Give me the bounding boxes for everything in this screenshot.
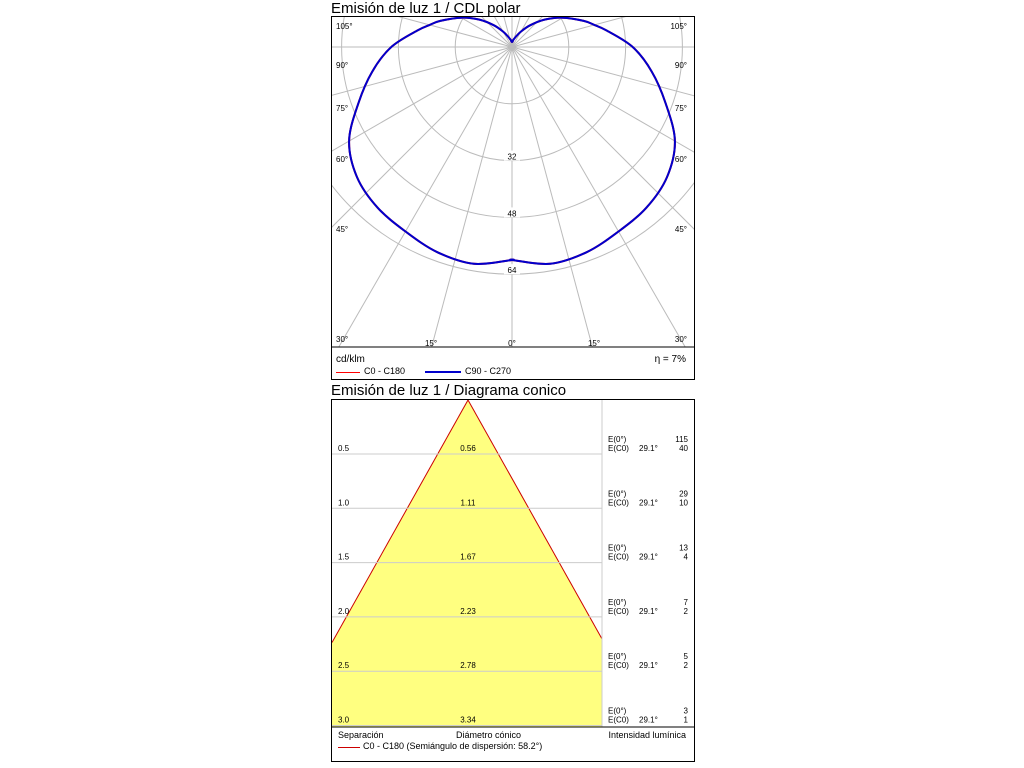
polar-grid-ray bbox=[511, 46, 694, 230]
cone-e0-value: 115 bbox=[675, 435, 688, 444]
polar-radial-label-bg bbox=[504, 207, 520, 218]
cone-angle-value: 29.1° bbox=[639, 607, 658, 616]
polar-radial-label: 48 bbox=[508, 209, 517, 218]
polar-angle-label-left: 90° bbox=[336, 61, 348, 70]
legend-c0-c180-label: C0 - C180 bbox=[364, 366, 406, 376]
cone-ec0-label: E(C0) bbox=[608, 607, 629, 616]
polar-radial-label-bg bbox=[504, 264, 520, 275]
polar-angle-label-left: 75° bbox=[336, 104, 348, 113]
cone-e0-label: E(0°) bbox=[608, 489, 627, 498]
polar-angle-label-left: 60° bbox=[336, 155, 348, 164]
polar-angle-label-right: 60° bbox=[675, 155, 687, 164]
cone-chart-panel: 0.5 0.56 E(0°) E(C0) 29.1° 115 40 1.0 1.11 E(0°) E… bbox=[331, 399, 695, 762]
polar-angle-label-bottom: 15° bbox=[425, 339, 437, 348]
cone-diameter-value: 3.34 bbox=[460, 716, 476, 725]
cone-ec0-value: 2 bbox=[684, 661, 689, 670]
polar-grid-ray bbox=[511, 17, 626, 48]
cone-e0-value: 29 bbox=[679, 489, 688, 498]
cone-ec0-label: E(C0) bbox=[608, 661, 629, 670]
polar-angle-label-right: 45° bbox=[675, 225, 687, 234]
cone-edge-right bbox=[467, 400, 603, 640]
polar-chart-panel: 32 48 64 105° 90° 75° 60° 45° 30° 105° 90° 75° 60° 45… bbox=[331, 16, 695, 380]
legend-c90-c270-label: C90 - C270 bbox=[465, 366, 512, 376]
cone-separation-value: 2.5 bbox=[338, 661, 350, 670]
cone-ec0-label: E(C0) bbox=[608, 553, 629, 562]
cone-col-diameter: Diámetro cónico bbox=[456, 730, 522, 740]
cone-diameter-value: 0.56 bbox=[460, 444, 476, 453]
cone-separation-value: 3.0 bbox=[338, 716, 350, 725]
polar-grid-ray bbox=[511, 46, 686, 347]
polar-grid-ray bbox=[511, 46, 694, 97]
cone-chart-title: Emisión de luz 1 / Diagrama conico bbox=[331, 382, 567, 399]
cone-ec0-value: 2 bbox=[684, 607, 689, 616]
cone-e0-value: 5 bbox=[684, 652, 689, 661]
cone-ec0-value: 10 bbox=[679, 498, 688, 507]
polar-grid bbox=[332, 17, 694, 347]
cone-angle-value: 29.1° bbox=[639, 498, 658, 507]
cone-ec0-value: 40 bbox=[679, 444, 688, 453]
polar-grid-ray bbox=[431, 46, 513, 347]
cone-separation-value: 0.5 bbox=[338, 444, 350, 453]
cone-ec0-label: E(C0) bbox=[608, 716, 629, 725]
polar-grid-ray bbox=[332, 46, 513, 152]
polar-angle-label-left: 105° bbox=[336, 22, 353, 31]
cone-e0-label: E(0°) bbox=[608, 707, 627, 716]
cone-e0-label: E(0°) bbox=[608, 544, 627, 553]
polar-chart-title: Emisión de luz 1 / CDL polar bbox=[331, 0, 521, 17]
polar-angle-label-bottom: 0° bbox=[508, 339, 516, 348]
cone-e0-label: E(0°) bbox=[608, 652, 627, 661]
polar-grid-ray bbox=[332, 46, 513, 96]
cone-angle-value: 29.1° bbox=[639, 716, 658, 725]
polar-angle-label-right: 90° bbox=[675, 61, 687, 70]
polar-grid-ray bbox=[398, 17, 513, 48]
cone-ec0-value: 1 bbox=[684, 716, 689, 725]
cone-diameter-value: 2.23 bbox=[460, 607, 476, 616]
legend-c90-c270-line bbox=[425, 371, 461, 373]
cone-e0-value: 7 bbox=[684, 598, 689, 607]
cone-separation-value: 1.5 bbox=[338, 553, 350, 562]
efficiency-label: η = 7% bbox=[654, 354, 686, 365]
polar-angle-label-bottom: 15° bbox=[588, 339, 600, 348]
polar-grid-ray bbox=[511, 46, 694, 153]
cone-edge-left bbox=[332, 400, 469, 643]
cone-e0-value: 13 bbox=[679, 544, 688, 553]
legend-c0-c180-line bbox=[336, 372, 360, 373]
cone-e0-label: E(0°) bbox=[608, 598, 627, 607]
cone-ec0-value: 4 bbox=[684, 553, 689, 562]
polar-radial-label-bg bbox=[504, 150, 520, 161]
cone-angle-value: 29.1° bbox=[639, 444, 658, 453]
cone-angle-value: 29.1° bbox=[639, 553, 658, 562]
cone-diameter-value: 1.67 bbox=[460, 553, 476, 562]
polar-angle-label-left: 45° bbox=[336, 225, 348, 234]
cone-diameter-value: 1.11 bbox=[461, 498, 477, 507]
polar-angle-label-left: 30° bbox=[336, 335, 348, 344]
cone-angle-value: 29.1° bbox=[639, 661, 658, 670]
cone-separation-value: 1.0 bbox=[338, 498, 350, 507]
polar-angle-label-right: 105° bbox=[670, 22, 687, 31]
polar-grid-ray bbox=[338, 46, 513, 347]
polar-chart: 32 48 64 105° 90° 75° 60° 45° 30° 105° 90° 75° 60° 45… bbox=[332, 17, 694, 348]
cone-e0-value: 3 bbox=[684, 707, 689, 716]
cone-col-intensity: Intensidad lumínica bbox=[608, 730, 686, 740]
polar-radial-label: 64 bbox=[508, 266, 517, 275]
polar-unit-label: cd/klm bbox=[336, 354, 365, 365]
cone-separation-value: 2.0 bbox=[338, 607, 350, 616]
cone-col-separation: Separación bbox=[338, 730, 384, 740]
polar-series-c90-c270 bbox=[348, 17, 676, 266]
cone-e0-label: E(0°) bbox=[608, 435, 627, 444]
cone-legend-line bbox=[338, 747, 360, 748]
cone-ec0-label: E(C0) bbox=[608, 444, 629, 453]
cone-fill bbox=[332, 400, 602, 727]
polar-angle-label-right: 75° bbox=[675, 104, 687, 113]
polar-angle-label-right: 30° bbox=[675, 335, 687, 344]
cone-diameter-value: 2.78 bbox=[460, 661, 476, 670]
cone-legend-label: C0 - C180 (Semiángulo de dispersión: 58.… bbox=[363, 741, 543, 751]
polar-grid-ray bbox=[332, 46, 513, 228]
polar-grid-ray bbox=[511, 46, 593, 347]
polar-radial-label: 32 bbox=[508, 153, 517, 162]
cone-ec0-label: E(C0) bbox=[608, 498, 629, 507]
